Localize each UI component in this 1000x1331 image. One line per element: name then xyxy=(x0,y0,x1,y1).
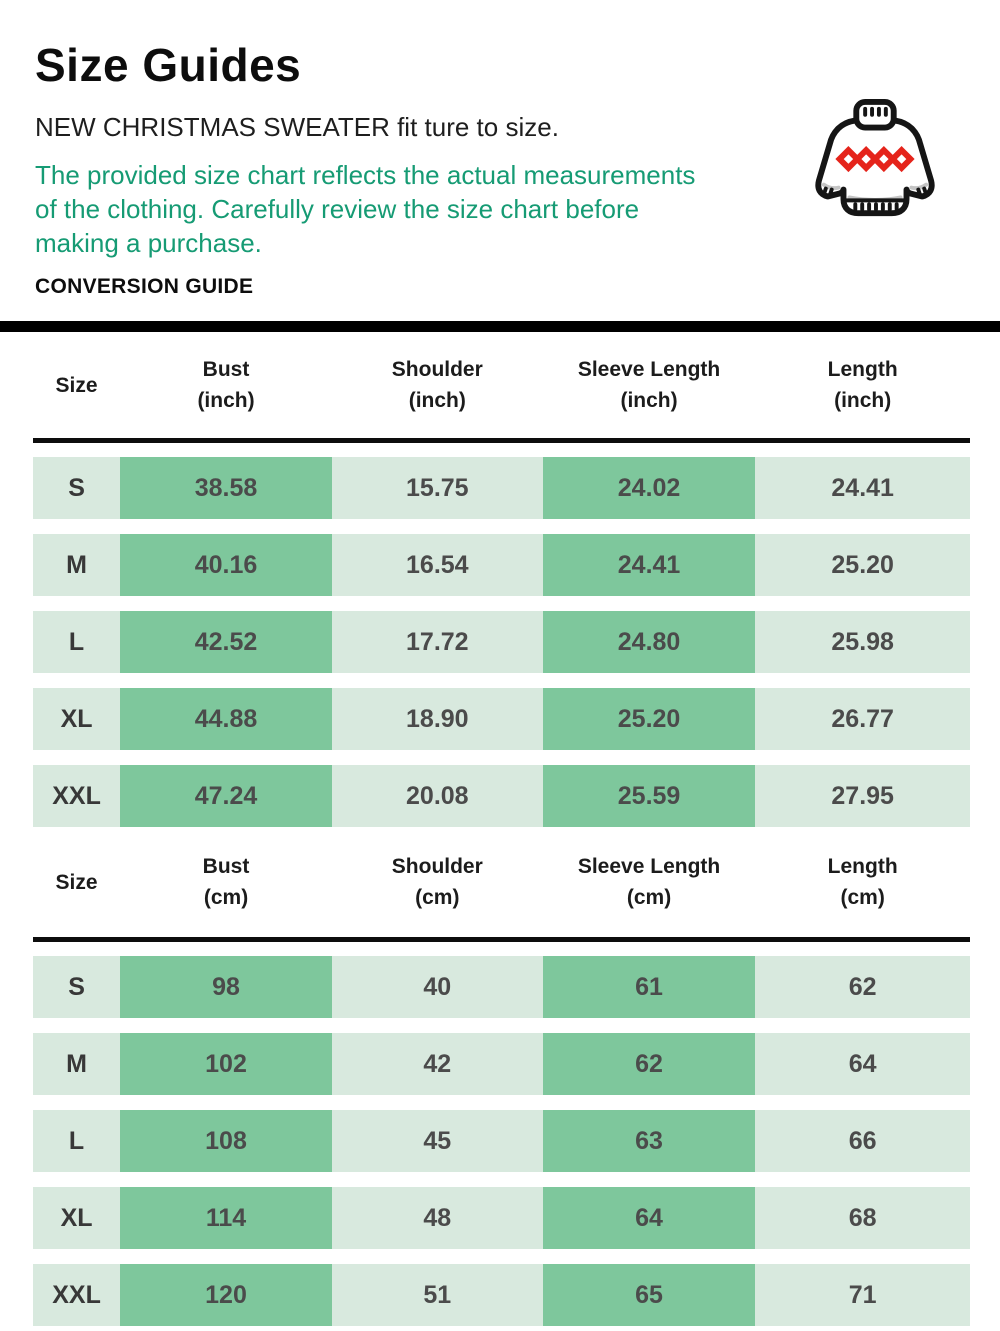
measurement-value: 120 xyxy=(120,1264,332,1326)
measurement-value: 47.24 xyxy=(120,765,332,827)
measurement-value: 16.54 xyxy=(331,534,543,596)
measurement-value: 25.20 xyxy=(542,688,756,750)
measurement-value: 38.58 xyxy=(120,457,332,519)
size-label: S xyxy=(33,956,121,1018)
measurement-value: 25.59 xyxy=(542,765,756,827)
size-label: XXL xyxy=(33,1264,121,1326)
table-header-row-cm: Size Bust (cm) Shoulder (cm) Sleeve Length (cm… xyxy=(33,827,970,937)
size-row-xxl-inch: XXL 47.24 20.08 25.59 27.95 xyxy=(33,765,970,827)
measurement-value: 64 xyxy=(542,1187,756,1249)
measurement-value: 15.75 xyxy=(331,457,543,519)
size-row-s-cm: S 98 40 61 62 xyxy=(33,956,970,1018)
measurement-value: 17.72 xyxy=(331,611,543,673)
size-row-m-cm: M 102 42 62 64 xyxy=(33,1033,970,1095)
measurement-value: 68 xyxy=(755,1187,970,1249)
size-label: M xyxy=(33,534,121,596)
measurement-value: 98 xyxy=(120,956,332,1018)
measurement-value: 24.41 xyxy=(755,457,970,519)
description-line-2: of the clothing. Carefully review the si… xyxy=(35,194,640,224)
measurement-value: 61 xyxy=(542,956,756,1018)
size-row-xxl-cm: XXL 120 51 65 71 xyxy=(33,1264,970,1326)
measurement-value: 20.08 xyxy=(331,765,543,827)
measurement-value: 44.88 xyxy=(120,688,332,750)
measurement-value: 102 xyxy=(120,1033,332,1095)
fit-note: NEW CHRISTMAS SWEATER fit ture to size. xyxy=(35,112,559,142)
size-label: L xyxy=(33,611,121,673)
size-row-l-cm: L 108 45 63 66 xyxy=(33,1110,970,1172)
size-label: XXL xyxy=(33,765,121,827)
description-line-3: making a purchase. xyxy=(35,228,262,258)
size-row-s-inch: S 38.58 15.75 24.02 24.41 xyxy=(33,457,970,519)
top-divider-bar xyxy=(0,321,1000,332)
measurement-value: 62 xyxy=(755,956,970,1018)
measurement-value: 71 xyxy=(755,1264,970,1326)
column-header-shoulder-cm: Shoulder (cm) xyxy=(391,855,483,909)
measurement-value: 24.02 xyxy=(542,457,756,519)
measurement-value: 63 xyxy=(542,1110,756,1172)
table-body-inch: S 38.58 15.75 24.02 24.41 M 40.16 16.54 24.41 25.… xyxy=(33,457,970,827)
measurement-value: 26.77 xyxy=(755,688,970,750)
page-title: Size Guides xyxy=(35,39,302,91)
column-header-length-cm: Length (cm) xyxy=(827,855,898,909)
measurement-value: 51 xyxy=(331,1264,543,1326)
measurement-value: 62 xyxy=(542,1033,756,1095)
measurement-value: 40 xyxy=(331,956,543,1018)
measurement-value: 25.20 xyxy=(755,534,970,596)
measurement-value: 25.98 xyxy=(755,611,970,673)
size-row-xl-inch: XL 44.88 18.90 25.20 26.77 xyxy=(33,688,970,750)
measurement-value: 42.52 xyxy=(120,611,332,673)
size-label: L xyxy=(33,1110,121,1172)
measurement-value: 45 xyxy=(331,1110,543,1172)
column-header-sleeve-length-cm: Sleeve Length (cm) xyxy=(577,855,721,909)
column-header-sleeve-length-inch: Sleeve Length (inch) xyxy=(577,358,721,412)
measurement-value: 24.80 xyxy=(542,611,756,673)
table-header-row-inch: Size Bust (inch) Shoulder (inch) Sleeve Lengt… xyxy=(33,332,970,438)
column-header-shoulder-inch: Shoulder (inch) xyxy=(391,358,483,412)
column-header-size-cm: Size xyxy=(55,870,98,894)
page-header: Size Guides NEW CHRISTMAS SWEATER fit tu… xyxy=(0,0,1000,299)
size-table-inch: Size Bust (inch) Shoulder (inch) Sleeve Lengt… xyxy=(33,332,970,827)
description-line-1: The provided size chart reflects the act… xyxy=(35,160,696,190)
measurement-value: 42 xyxy=(331,1033,543,1095)
size-tables: Size Bust (inch) Shoulder (inch) Sleeve Lengt… xyxy=(33,332,970,1326)
size-row-l-inch: L 42.52 17.72 24.80 25.98 xyxy=(33,611,970,673)
size-label: XL xyxy=(33,688,121,750)
measurement-value: 40.16 xyxy=(120,534,332,596)
measurement-value: 66 xyxy=(755,1110,970,1172)
size-row-m-inch: M 40.16 16.54 24.41 25.20 xyxy=(33,534,970,596)
size-table-cm: Size Bust (cm) Shoulder (cm) Sleeve Length (cm… xyxy=(33,827,970,1326)
sweater-icon-svg xyxy=(815,98,935,217)
column-header-bust-cm: Bust (cm) xyxy=(202,855,250,909)
measurement-value: 48 xyxy=(331,1187,543,1249)
sweater-icon xyxy=(806,98,944,226)
size-row-xl-cm: XL 114 48 64 68 xyxy=(33,1187,970,1249)
measurement-value: 108 xyxy=(120,1110,332,1172)
column-header-length-inch: Length (inch) xyxy=(827,358,898,412)
measurement-value: 24.41 xyxy=(542,534,756,596)
measurement-value: 65 xyxy=(542,1264,756,1326)
conversion-guide-label: CONVERSION GUIDE xyxy=(35,275,254,298)
measurement-value: 64 xyxy=(755,1033,970,1095)
header-divider-cm xyxy=(33,937,970,942)
column-header-bust-inch: Bust (inch) xyxy=(197,358,255,412)
measurement-value: 18.90 xyxy=(331,688,543,750)
measurement-value: 27.95 xyxy=(755,765,970,827)
size-label: XL xyxy=(33,1187,121,1249)
size-chart-description: The provided size chart reflects the act… xyxy=(35,158,970,260)
diamond-pattern xyxy=(835,146,915,173)
size-label: S xyxy=(33,457,121,519)
measurement-value: 114 xyxy=(120,1187,332,1249)
size-label: M xyxy=(33,1033,121,1095)
column-header-size-inch: Size xyxy=(55,373,98,397)
table-body-cm: S 98 40 61 62 M 102 42 62 64 L 108 45 63 66 XL 114 48 64 68… xyxy=(33,956,970,1326)
header-divider-inch xyxy=(33,438,970,443)
